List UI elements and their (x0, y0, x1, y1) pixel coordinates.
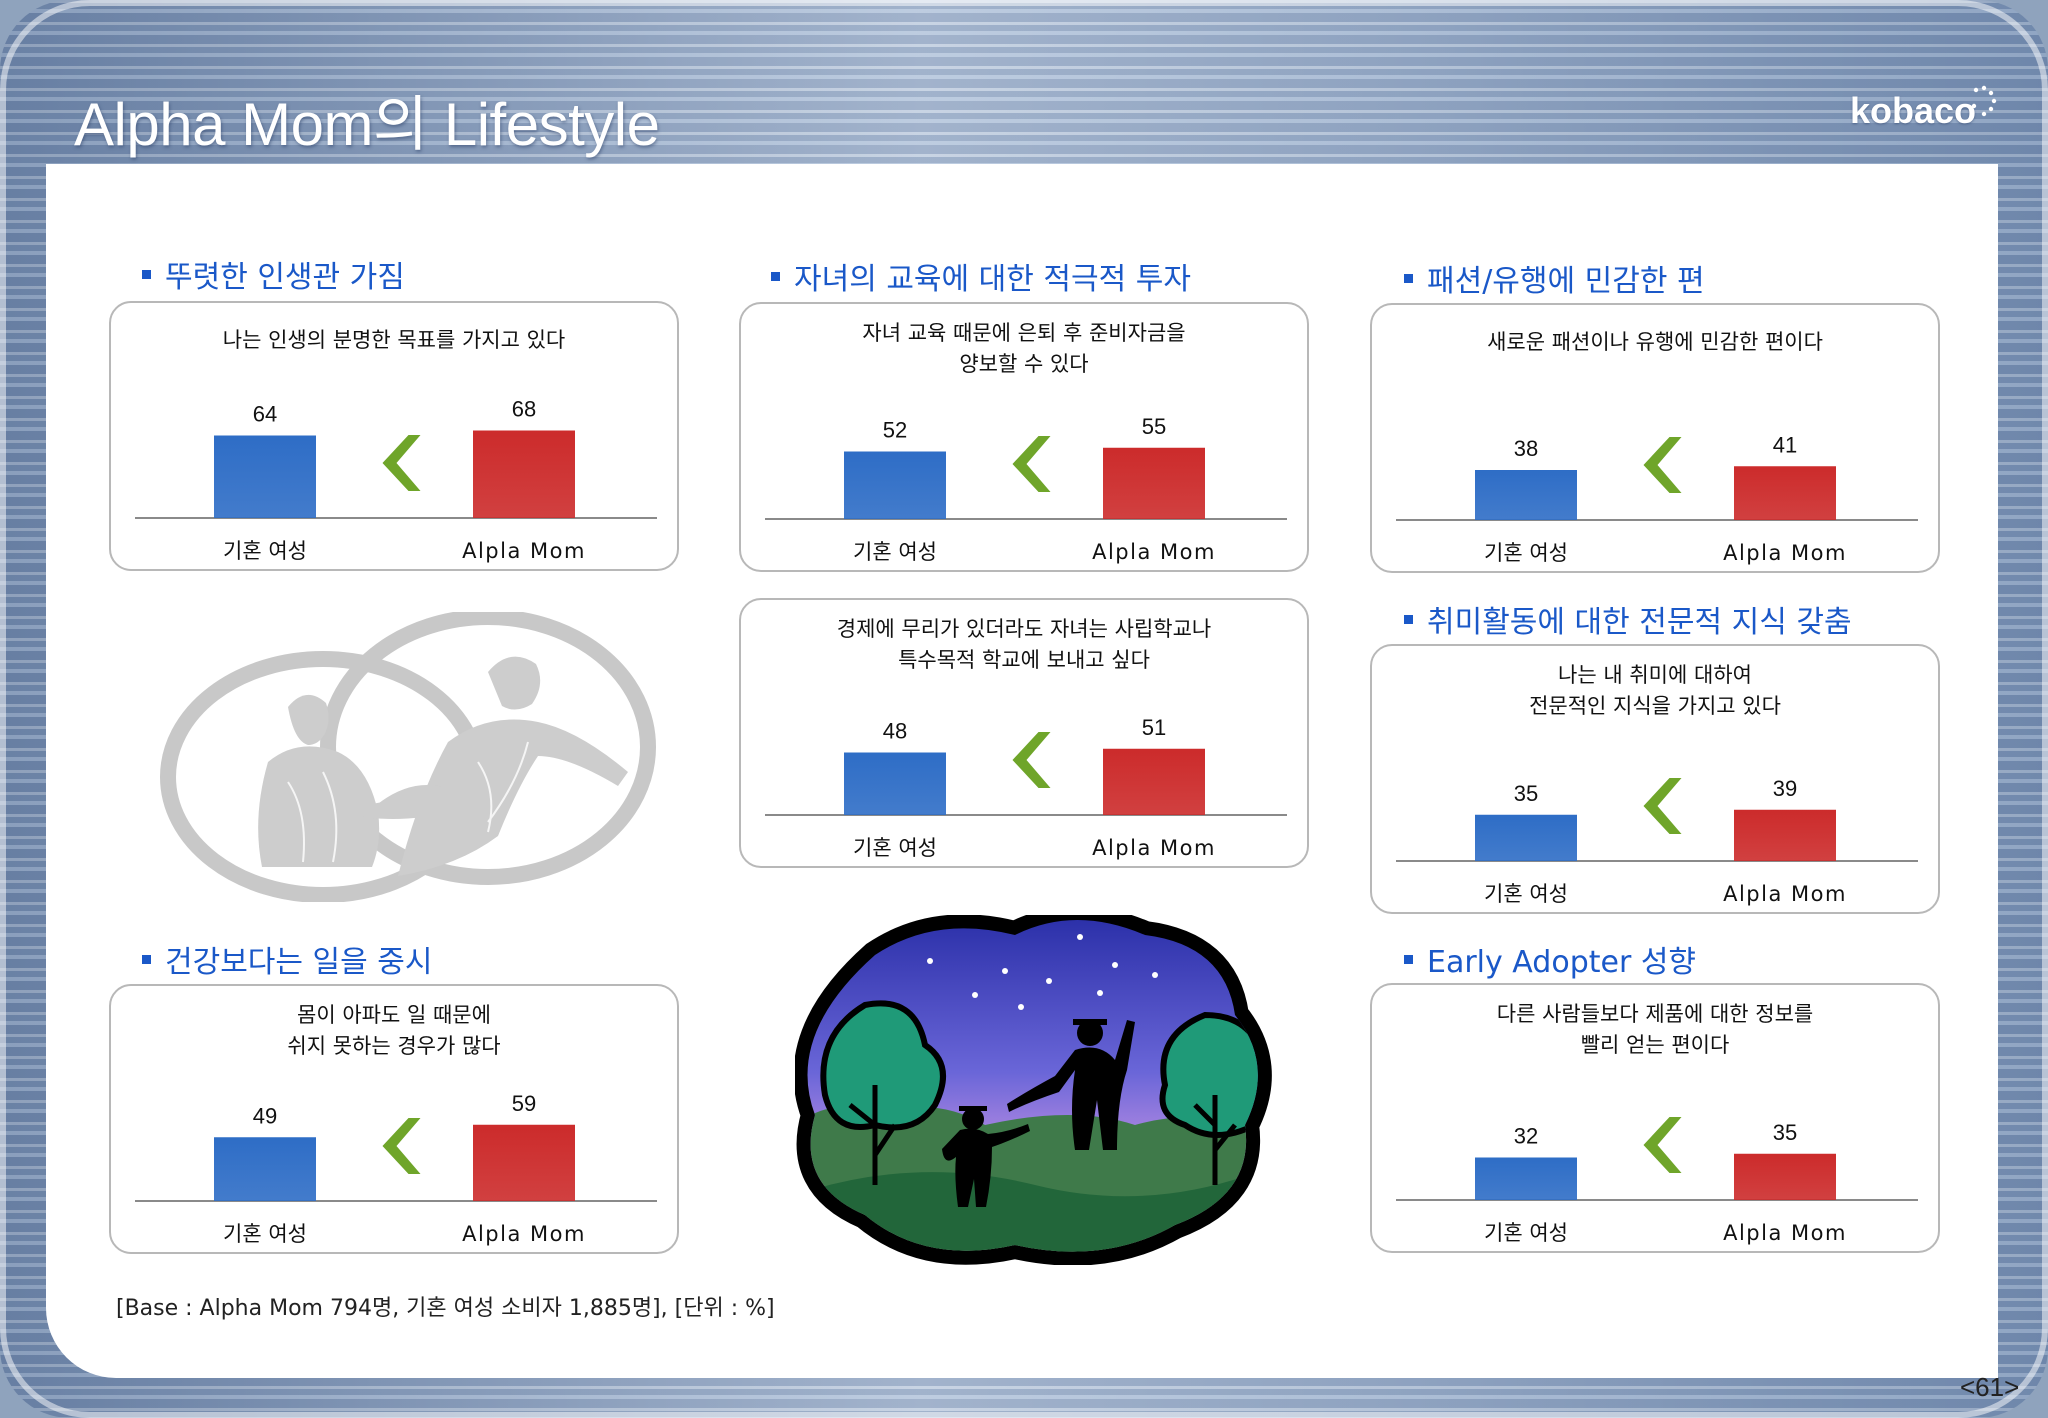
bar-value-label: 39 (1773, 776, 1797, 801)
chart-question-line: 몸이 아파도 일 때문에 (297, 1003, 491, 1027)
bar-chart: 64 기혼 여성 68 Alpla Mom (135, 397, 657, 563)
bar-value-label: 52 (883, 418, 907, 443)
bar-alpha-mom (1734, 1153, 1836, 1200)
chevron-left-icon (1012, 436, 1051, 492)
category-label: Alpla Mom (462, 539, 586, 563)
bar-value-label: 48 (883, 719, 907, 744)
chart-question-line: 나는 내 취미에 대하여 (1558, 663, 1752, 687)
bar-value-label: 49 (253, 1103, 277, 1128)
bar-chart: 32 기혼 여성 35 Alpla Mom (1396, 1117, 1918, 1245)
chevron-left-icon (382, 1118, 421, 1174)
bar-married-women (1475, 1157, 1577, 1200)
bar-alpha-mom (1734, 466, 1836, 520)
women-silhouette-illustration (160, 612, 656, 902)
bar-alpha-mom (473, 430, 575, 518)
category-label: Alpla Mom (1092, 836, 1216, 860)
bar-married-women (844, 752, 946, 815)
chevron-left-icon (1643, 1117, 1682, 1173)
category-label: Alpla Mom (1723, 1221, 1847, 1245)
kobaco-logo: kobaco (1850, 90, 1977, 131)
bar-alpha-mom (1734, 809, 1836, 861)
category-label: Alpla Mom (1723, 882, 1847, 906)
chart-card-life-goals: 나는 인생의 분명한 목표를 가지고 있다 64 기혼 여성 68 Alpla Mom (109, 301, 679, 571)
category-label: Alpla Mom (462, 1222, 586, 1246)
section-title-education: 자녀의 교육에 대한 적극적 투자 (771, 254, 1191, 298)
section-title-work: 건강보다는 일을 중시 (142, 937, 432, 981)
chart-question: 나는 인생의 분명한 목표를 가지고 있다 (111, 325, 677, 356)
bar-chart: 49 기혼 여성 59 Alpla Mom (135, 1091, 657, 1246)
category-label: 기혼 여성 (223, 539, 307, 563)
bar-value-label: 35 (1514, 781, 1538, 806)
category-label: 기혼 여성 (1484, 1221, 1568, 1245)
base-footnote: [Base : Alpha Mom 794명, 기혼 여성 소비자 1,885명… (116, 1296, 775, 1321)
category-label: Alpla Mom (1723, 541, 1847, 565)
bar-chart: 52 기혼 여성 55 Alpla Mom (765, 414, 1287, 564)
chart-question-line: 특수목적 학교에 보내고 싶다 (898, 648, 1150, 672)
page-number: <61> (1960, 1372, 2020, 1402)
bar-value-label: 68 (512, 397, 536, 422)
chart-question-line: 나는 인생의 분명한 목표를 가지고 있다 (222, 328, 566, 352)
page-title: Alpha Mom의 Lifestyle (74, 91, 660, 158)
bar-alpha-mom (1103, 748, 1205, 815)
chart-question-line: 전문적인 지식을 가지고 있다 (1529, 694, 1781, 718)
bar-alpha-mom (473, 1124, 575, 1201)
section-title-fashion: 패션/유행에 민감한 편 (1404, 256, 1705, 300)
category-label: 기혼 여성 (1484, 541, 1568, 565)
bar-value-label: 51 (1142, 715, 1166, 740)
parent-child-night-illustration (795, 915, 1272, 1265)
bar-married-women (214, 435, 316, 518)
bar-married-women (214, 1137, 316, 1201)
chevron-left-icon (1643, 437, 1682, 493)
bar-value-label: 59 (512, 1091, 536, 1116)
bar-married-women (1475, 470, 1577, 520)
logo-dots-icon (1971, 85, 1997, 117)
bar-value-label: 64 (253, 402, 277, 427)
bar-value-label: 55 (1142, 414, 1166, 439)
bar-alpha-mom (1103, 447, 1205, 519)
bar-value-label: 32 (1514, 1124, 1538, 1149)
category-label: 기혼 여성 (223, 1222, 307, 1246)
chart-question: 새로운 패션이나 유행에 민감한 편이다 (1372, 327, 1938, 358)
chart-question-line: 빨리 얻는 편이다 (1580, 1033, 1730, 1057)
chart-question-line: 새로운 패션이나 유행에 민감한 편이다 (1487, 330, 1823, 354)
bar-value-label: 41 (1773, 432, 1797, 457)
category-label: 기혼 여성 (853, 540, 937, 564)
section-title-early-adopter: Early Adopter 성향 (1404, 937, 1696, 981)
chart-question-line: 쉬지 못하는 경우가 많다 (287, 1034, 501, 1058)
chart-question-line: 다른 사람들보다 제품에 대한 정보를 (1496, 1002, 1814, 1026)
bar-chart: 48 기혼 여성 51 Alpla Mom (765, 715, 1287, 860)
category-label: 기혼 여성 (1484, 882, 1568, 906)
bar-married-women (844, 451, 946, 519)
bar-value-label: 35 (1773, 1120, 1797, 1145)
section-title-life-goals: 뚜렷한 인생관 가짐 (142, 252, 405, 296)
chart-card-fashion: 새로운 패션이나 유행에 민감한 편이다 38 기혼 여성 41 Alpla Mom (1370, 303, 1940, 573)
chart-question-line: 양보할 수 있다 (959, 352, 1089, 376)
chart-question-line: 경제에 무리가 있더라도 자녀는 사립학교나 (836, 617, 1212, 641)
chevron-left-icon (1012, 732, 1051, 788)
bar-chart: 38 기혼 여성 41 Alpla Mom (1396, 432, 1918, 565)
bar-value-label: 38 (1514, 436, 1538, 461)
category-label: Alpla Mom (1092, 540, 1216, 564)
category-label: 기혼 여성 (853, 836, 937, 860)
section-title-hobby: 취미활동에 대한 전문적 지식 갖춤 (1404, 597, 1852, 641)
bar-married-women (1475, 814, 1577, 861)
chevron-left-icon (1643, 778, 1682, 834)
bar-chart: 35 기혼 여성 39 Alpla Mom (1396, 776, 1918, 906)
chart-question-line: 자녀 교육 때문에 은퇴 후 준비자금을 (862, 321, 1186, 345)
chevron-left-icon (382, 435, 421, 491)
